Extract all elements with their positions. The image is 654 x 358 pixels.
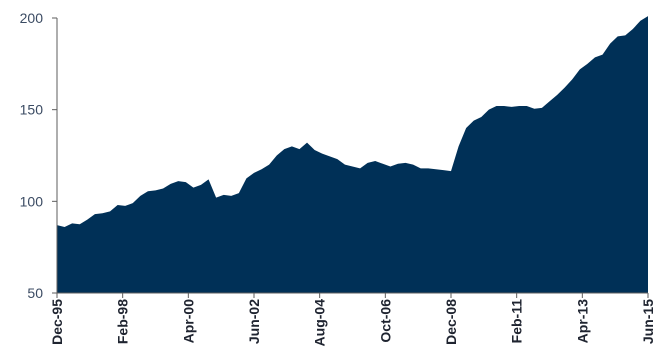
x-tick-label: Apr-13	[574, 299, 590, 344]
y-tick-label: 100	[20, 193, 44, 209]
x-tick-label: Jun-02	[246, 299, 262, 344]
x-tick-label: Aug-04	[312, 299, 328, 347]
x-tick-label: Dec-08	[443, 299, 459, 345]
y-tick-label: 50	[27, 285, 43, 301]
x-tick-label: Feb-98	[115, 299, 131, 344]
x-tick-label: Dec-95	[49, 299, 65, 345]
area-series-layer	[57, 16, 648, 293]
y-tick-label: 200	[20, 10, 44, 26]
x-tick-label: Jun-15	[640, 299, 654, 344]
x-axis-ticks: Dec-95 Feb-98 Apr-00 Jun-02 Aug-04 Oct-06 Dec-…	[49, 293, 654, 346]
y-tick-label: 150	[20, 102, 44, 118]
area-series	[57, 16, 648, 293]
x-tick-label: Feb-11	[509, 299, 525, 344]
y-axis-ticks: 50 100 150 200	[20, 10, 57, 301]
x-tick-label: Apr-00	[180, 299, 196, 344]
axes	[56, 18, 648, 294]
x-tick-label: Oct-06	[377, 299, 393, 343]
